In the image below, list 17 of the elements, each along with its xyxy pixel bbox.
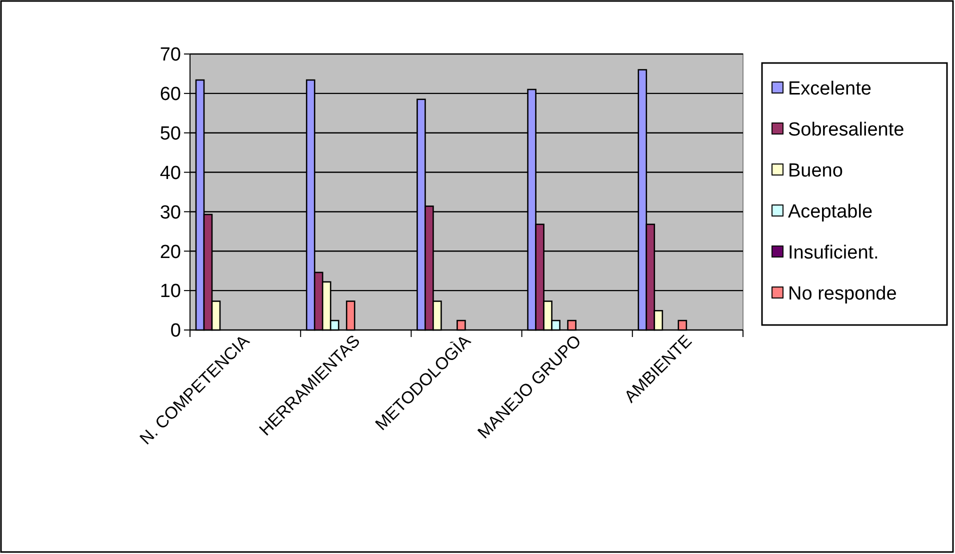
legend-label: Insuficient. [788,242,879,264]
bar [456,320,466,331]
y-tick-label: 0 [170,320,181,342]
legend-label: No responde [788,284,897,305]
y-tick-label: 50 [160,124,181,145]
y-tick-label: 60 [160,84,181,106]
legend-label: Sobresaliente [788,120,904,141]
y-tick-label: 70 [160,44,181,66]
y-tick-label: 10 [160,281,181,302]
legend-label: Bueno [788,160,843,182]
y-tick-label: 40 [160,162,181,184]
y-tick-label: 20 [160,242,181,263]
bar [567,320,576,331]
y-tick-label: 30 [160,202,181,224]
legend-label: Excelente [788,78,872,100]
bar [346,300,356,331]
legend-label: Aceptable [788,202,873,223]
